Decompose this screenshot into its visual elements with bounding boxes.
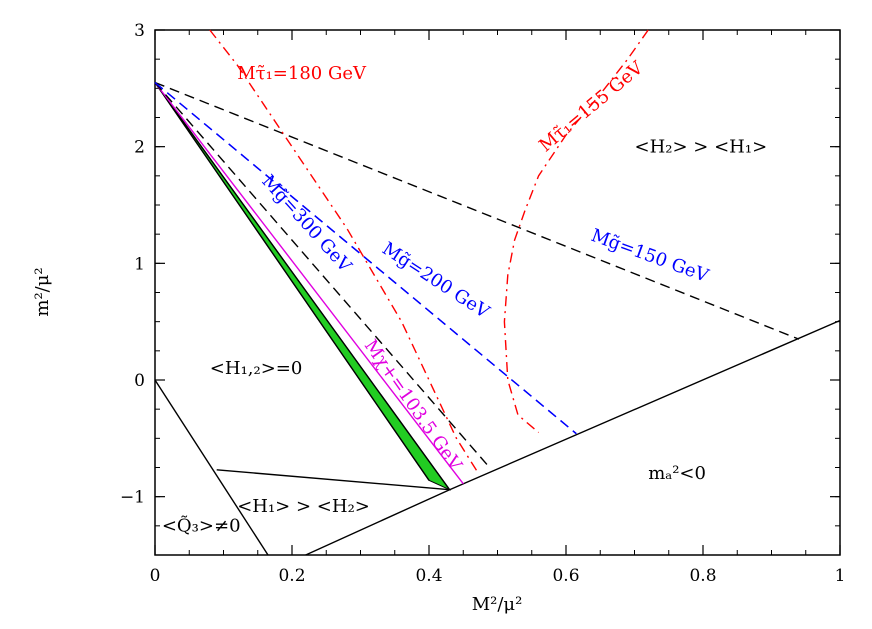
annotation-10: <Q̃₃>≠0	[162, 514, 241, 536]
annotation-6: <H₁,₂>=0	[210, 358, 303, 379]
series-line-6	[154, 82, 492, 470]
x-tick-label: 0.2	[278, 566, 305, 586]
series-line-2	[154, 379, 269, 556]
y-tick-label: 3	[134, 21, 145, 41]
annotations: Mτ̃₁=180 GeV Mτ̃₁=155 GeV<H₂> > <H₁> Mg̃=1…	[162, 57, 767, 537]
x-tick-label: 1	[835, 566, 846, 586]
series-line-11	[503, 29, 649, 434]
annotation-9: <H₁> > <H₂>	[237, 496, 370, 517]
y-tick-label: −1	[120, 488, 145, 508]
series-line-8	[154, 81, 800, 340]
annotation-8: mₐ²<0	[648, 463, 706, 484]
y-tick-label: 2	[134, 138, 145, 158]
x-tick-label: 0	[150, 566, 161, 586]
x-tick-label: 0.8	[689, 566, 716, 586]
annotation-2: <H₂> > <H₁>	[635, 137, 768, 158]
series-line-5	[154, 82, 464, 485]
annotation-0: Mτ̃₁=180 GeV	[237, 63, 367, 84]
series-line-9	[154, 81, 577, 435]
x-tick-label: 0.4	[415, 566, 442, 586]
y-tick-label: 1	[134, 254, 145, 274]
x-tick-label: 0.6	[552, 566, 579, 586]
ticks: 0 0.2 0.4 0.6 0.8 1 −1 0 1 2 3	[120, 21, 845, 586]
annotation-5: Mg̃=300 GeV	[257, 171, 356, 277]
x-axis-label: M²/μ²	[472, 594, 523, 615]
annotation-3: Mg̃=150 GeV	[588, 225, 712, 287]
series-line-3	[216, 469, 450, 491]
curves	[154, 29, 841, 556]
y-axis-label: m²/μ²	[32, 267, 53, 316]
annotation-1: Mτ̃₁=155 GeV	[535, 57, 648, 157]
y-tick-label: 0	[134, 371, 145, 391]
series-line-4	[154, 82, 430, 481]
series-line-1	[154, 82, 451, 491]
plot-frame	[154, 29, 841, 556]
